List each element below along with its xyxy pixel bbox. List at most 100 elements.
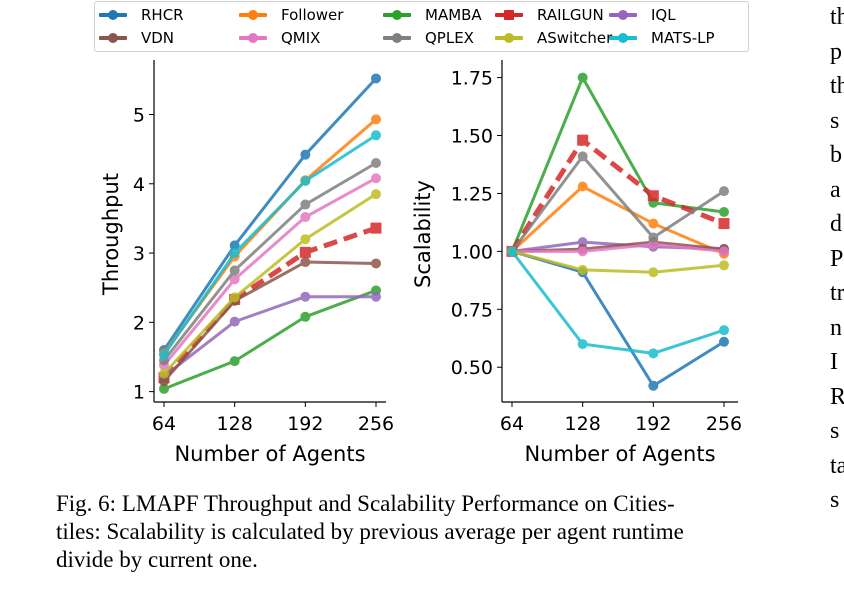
y-tick-label: 1.25	[451, 183, 493, 205]
data-point	[300, 311, 311, 322]
x-tick-label: 192	[635, 413, 671, 435]
series-mamba	[159, 285, 381, 394]
legend-label: VDN	[141, 29, 175, 47]
caption-line-1: Fig. 6: LMAPF Throughput and Scalability…	[56, 491, 675, 516]
data-point	[648, 218, 659, 229]
series-mats-lp	[507, 246, 729, 359]
data-point	[577, 339, 588, 350]
y-tick-label: 0.50	[451, 357, 493, 379]
side-text-fragment: b	[830, 142, 842, 168]
x-tick-label: 128	[565, 413, 601, 435]
series-line	[510, 184, 725, 256]
data-point	[719, 260, 729, 271]
side-text-fragment: ta	[830, 452, 844, 479]
data-point	[719, 336, 729, 347]
side-text-fragment: s	[830, 487, 840, 513]
data-point	[647, 190, 659, 202]
legend-item-qmix: QMIX	[239, 27, 320, 49]
data-point	[577, 264, 588, 275]
legend-label: RHCR	[141, 6, 184, 24]
side-text-fragment: s	[830, 107, 840, 134]
data-point	[371, 157, 381, 168]
data-point	[577, 151, 588, 162]
charts-area: 1 2 3 4 5 64 128 192 256 Number of Agents Throughp…	[99, 60, 742, 466]
data-point	[371, 258, 381, 269]
series-line	[162, 225, 377, 380]
series-line	[162, 77, 378, 351]
data-point	[719, 186, 729, 197]
x-tick-label: 192	[287, 413, 323, 435]
series-line	[162, 260, 377, 383]
y-tick-label: 1	[133, 382, 145, 404]
series-line	[163, 295, 376, 378]
x-tick-label: 256	[358, 413, 394, 435]
series-qplex	[159, 157, 381, 366]
y-axis-label: Throughput	[99, 173, 123, 296]
legend-label: MATS-LP	[651, 29, 715, 47]
legend-swatch	[495, 10, 523, 20]
series-aswitcher	[159, 189, 381, 379]
legend-label: MAMBA	[425, 6, 482, 24]
x-axis-label: Number of Agents	[524, 442, 715, 466]
data-point	[648, 239, 659, 250]
figure-caption: Fig. 6: LMAPF Throughput and Scalability…	[56, 490, 796, 574]
y-tick-label: 1.50	[451, 126, 493, 148]
legend-label: ASwitcher	[537, 29, 613, 47]
side-text-fragment: s	[830, 418, 840, 444]
data-point	[370, 222, 382, 234]
legend-item-qplex: QPLEX	[383, 27, 474, 49]
legend-swatch	[99, 10, 127, 20]
data-point	[229, 292, 240, 303]
series-line	[509, 137, 725, 253]
y-tick-label: 1.00	[451, 241, 493, 263]
series-line	[510, 154, 725, 253]
legend-label: QMIX	[281, 29, 321, 47]
legend-swatch	[495, 33, 523, 43]
series-line	[511, 249, 725, 274]
data-point	[300, 257, 311, 268]
legend-item-aswitcher: ASwitcher	[495, 27, 612, 49]
legend-label: IQL	[651, 6, 676, 24]
legend-label: RAILGUN	[537, 6, 604, 24]
data-point	[371, 291, 381, 302]
y-axis-label: Scalability	[411, 180, 435, 288]
data-point	[159, 368, 169, 379]
x-tick-label: 128	[217, 413, 253, 435]
legend-label: QPLEX	[425, 29, 474, 47]
side-text-fragment: p	[830, 38, 842, 65]
scalability-chart: 0.50 0.75 1.00 1.25 1.50 1.75 64 128 192 256 Numbe…	[411, 60, 742, 466]
data-point	[229, 248, 240, 259]
data-point	[577, 237, 588, 248]
data-point	[229, 265, 240, 276]
side-text-fragment: d	[830, 211, 842, 237]
data-point	[371, 73, 381, 84]
side-text-fragment: a	[830, 176, 841, 203]
data-point	[299, 246, 311, 258]
legend-item-mamba: MAMBA	[383, 4, 482, 26]
data-point	[648, 232, 659, 243]
x-tick-label: 256	[706, 413, 742, 435]
legend-item-rhcr: RHCR	[99, 4, 184, 26]
side-text-fragment: n	[830, 314, 842, 341]
legend-swatch	[609, 33, 637, 43]
y-tick-label: 3	[133, 243, 145, 265]
data-point	[719, 246, 729, 257]
y-tick-label: 1.75	[451, 68, 493, 90]
legend-item-railgun: RAILGUN	[495, 4, 604, 26]
data-point	[159, 376, 169, 387]
y-tick-label: 0.75	[451, 299, 493, 321]
data-point	[577, 134, 589, 146]
data-point	[229, 356, 240, 367]
legend-swatch	[383, 33, 411, 43]
throughput-chart: 1 2 3 4 5 64 128 192 256 Number of Agents Throughp…	[99, 60, 394, 466]
data-point	[300, 176, 311, 187]
side-text-fragment: tr	[830, 280, 844, 306]
data-point	[648, 267, 659, 278]
series-line	[162, 134, 377, 356]
data-point	[159, 349, 169, 360]
legend-swatch	[239, 33, 267, 43]
side-text-fragment: I	[830, 349, 838, 375]
data-point	[300, 199, 311, 210]
legend-label: Follower	[281, 6, 344, 24]
series-line	[162, 161, 377, 362]
